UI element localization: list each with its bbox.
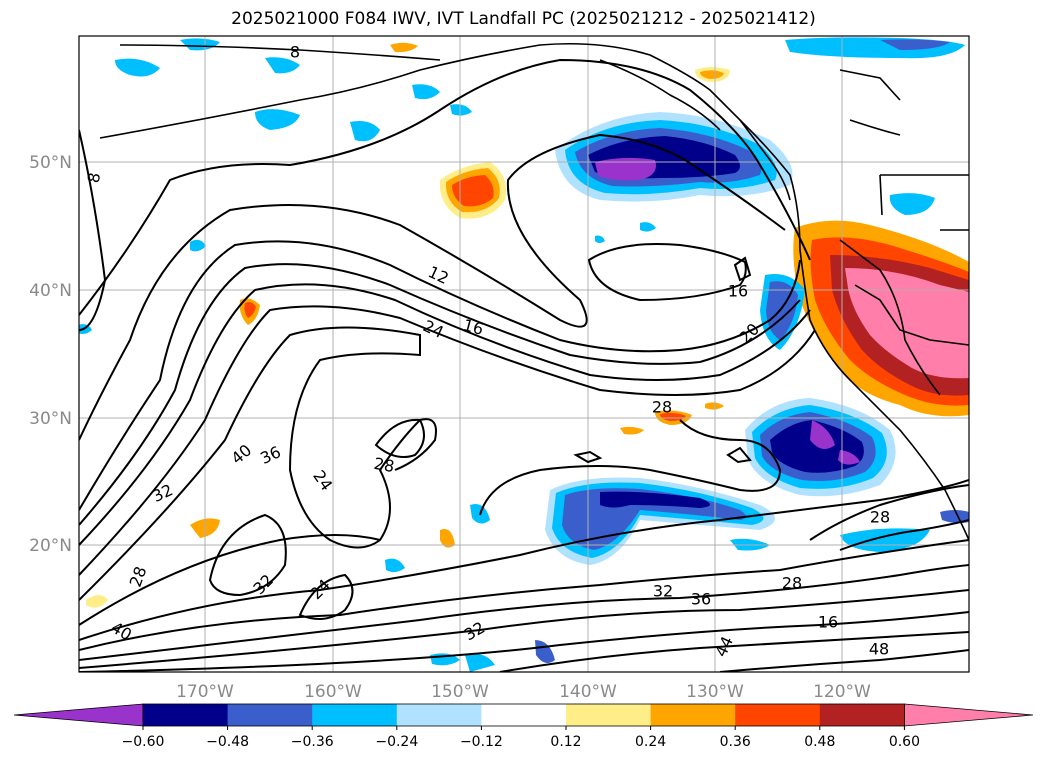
lon-label-120w: 120°W xyxy=(813,682,871,702)
contour-label: 28 xyxy=(782,574,802,593)
colorbar-tick-label: 0.24 xyxy=(635,734,666,750)
contour-label: 28 xyxy=(870,508,890,527)
lon-label-160w: 160°W xyxy=(304,682,362,702)
contour-label: 40 xyxy=(227,440,255,468)
colorbar xyxy=(13,703,1034,727)
lon-label-140w: 140°W xyxy=(559,682,617,702)
contour-label: 32 xyxy=(461,618,488,645)
contour-label: 24 xyxy=(420,316,446,342)
iwv-contours xyxy=(79,58,969,672)
contour-label: 16 xyxy=(461,315,486,339)
colorbar-tick-label: −0.24 xyxy=(375,734,418,750)
contour-label: 16 xyxy=(728,282,748,301)
colorbar-tick-label: −0.60 xyxy=(122,734,165,750)
lat-label-50: 50°N xyxy=(29,153,72,173)
colorbar-tick-label: 0.12 xyxy=(550,734,581,750)
lon-label-150w: 150°W xyxy=(431,682,489,702)
colorbar-segment xyxy=(481,704,567,726)
colorbar-tick-label: −0.12 xyxy=(460,734,503,750)
colorbar-segment xyxy=(566,704,652,726)
colorbar-arrow-left xyxy=(13,703,144,727)
colorbar-tick-label: 0.60 xyxy=(889,734,920,750)
lon-label-170w: 170°W xyxy=(176,682,234,702)
contour-label: 48 xyxy=(869,640,889,659)
contour-label: 16 xyxy=(818,613,838,632)
contour-label: 32 xyxy=(249,570,277,598)
colorbar-segment xyxy=(312,704,398,726)
colorbar-labels: −0.60 −0.48 −0.36 −0.24 −0.12 0.12 0.24 0.36 0.4… xyxy=(122,726,920,750)
contour-label: 8 xyxy=(84,171,104,184)
contour-label: 32 xyxy=(653,582,673,601)
colorbar-tick-label: 0.36 xyxy=(720,734,751,750)
lat-label-40: 40°N xyxy=(29,281,72,301)
colorbar-segment xyxy=(819,704,905,726)
coastlines xyxy=(99,42,969,541)
longitude-labels: 170°W 160°W 150°W 140°W 130°W 120°W xyxy=(176,682,871,702)
contour-label: 28 xyxy=(652,398,672,417)
contour-label: 8 xyxy=(290,43,300,62)
colorbar-tick-label: −0.48 xyxy=(206,734,249,750)
map-title: 2025021000 F084 IWV, IVT Landfall PC (20… xyxy=(231,9,816,29)
contour-label: 40 xyxy=(108,618,135,645)
lon-label-130w: 130°W xyxy=(686,682,744,702)
colorbar-segment xyxy=(227,704,313,726)
contour-label: 36 xyxy=(257,442,283,468)
colorbar-segment xyxy=(735,704,821,726)
colorbar-tick-label: 0.48 xyxy=(804,734,835,750)
latitude-labels: 50°N 40°N 30°N 20°N xyxy=(29,153,72,556)
colorbar-arrow-right xyxy=(904,703,1034,727)
colorbar-segment xyxy=(396,704,482,726)
colorbar-segment xyxy=(650,704,736,726)
contour-label: 36 xyxy=(691,590,711,609)
contour-label: 20 xyxy=(735,319,763,347)
lat-label-30: 30°N xyxy=(29,409,72,429)
plot-frame xyxy=(78,35,970,673)
contour-label: 24 xyxy=(309,467,336,495)
colorbar-segment xyxy=(143,704,229,726)
contour-label: 28 xyxy=(372,454,395,476)
lat-label-20: 20°N xyxy=(29,536,72,556)
colorbar-frame xyxy=(142,703,905,727)
colorbar-tick-label: −0.36 xyxy=(291,734,334,750)
